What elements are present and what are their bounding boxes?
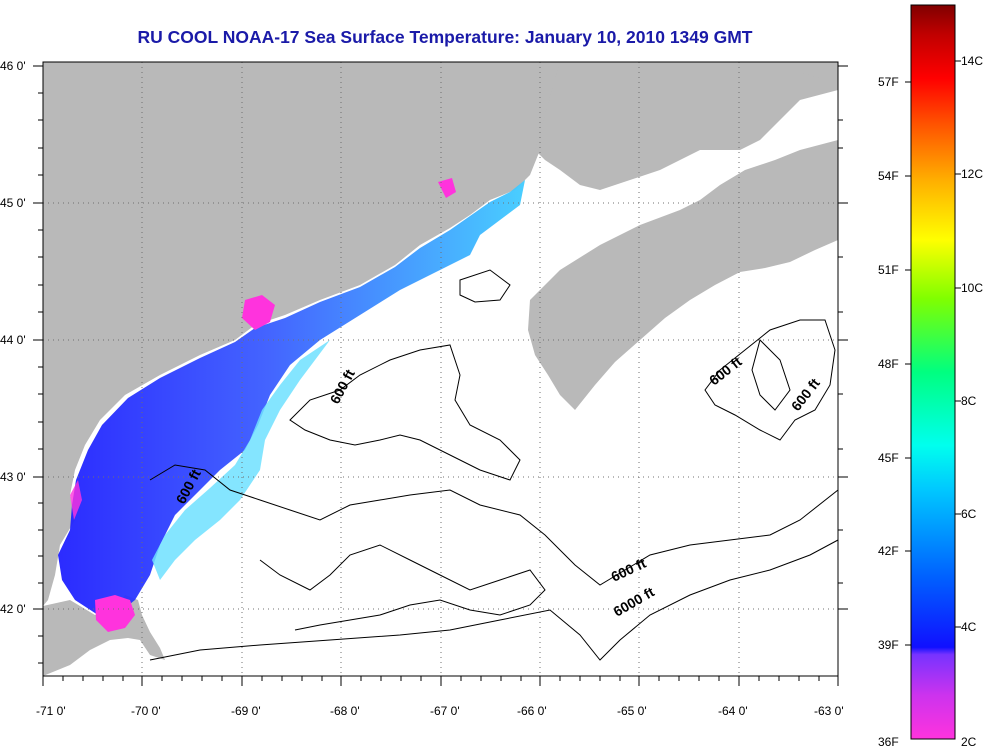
cb-label-48f: 48F [878,357,899,371]
cb-label-14c: 14C [961,54,983,68]
cb-label-54f: 54F [878,169,899,183]
contour-600ft-georges [459,269,511,303]
lon-label-71: -71 0' [36,704,66,718]
contour-6000ft [149,539,838,661]
nova-scotia-landmass [528,140,838,410]
cb-label-10c: 10C [961,281,983,295]
lon-label-65: -65 0' [617,704,647,718]
new-brunswick-landmass [535,62,838,190]
cb-label-51f: 51F [878,263,899,277]
cb-label-45f: 45F [878,451,899,465]
lon-label-70: -70 0' [131,704,161,718]
lon-label-69: -69 0' [231,704,261,718]
cb-label-8c: 8C [961,394,977,408]
lat-label-45: 45 0' [0,196,26,210]
sst-nearshore-band [58,180,525,615]
lat-label-46: 46 0' [0,59,26,73]
cb-label-4c: 4C [961,620,977,634]
colorbar [911,5,955,739]
cb-label-36f: 36F [878,735,899,749]
lon-label-66: -66 0' [517,704,547,718]
lat-label-44: 44 0' [0,333,26,347]
sst-offshore-plume [152,340,330,580]
cb-label-39f: 39F [878,638,899,652]
cb-label-12c: 12C [961,167,983,181]
map-title: RU COOL NOAA-17 Sea Surface Temperature:… [137,27,753,47]
bathymetry-contours [149,269,838,661]
axis-ticks [33,65,848,686]
sst-cold-midcoast [242,295,275,330]
cb-label-2c: 2C [961,735,977,749]
sst-cold-coastal-strip [70,480,82,520]
contour-600ft-basin [259,544,546,631]
lon-label-63: -63 0' [814,704,844,718]
lon-label-64: -64 0' [718,704,748,718]
contour-600ft-scotian-east [704,319,836,441]
contour-600ft-gulf [149,464,838,586]
cb-label-57f: 57F [878,75,899,89]
lat-label-43: 43 0' [0,470,26,484]
sst-cold-downeast [438,178,456,198]
lon-label-68: -68 0' [330,704,360,718]
cb-label-6c: 6C [961,507,977,521]
lon-label-67: -67 0' [430,704,460,718]
lat-label-42: 42 0' [0,602,26,616]
colorbar-ticks [905,60,961,646]
colorbar-frame [910,4,956,740]
contour-600ft-scotian-west [751,339,791,411]
pei-landmass [780,62,838,80]
contour-600ft-inner [289,344,521,481]
sst-cold-cape-cod [95,595,135,632]
new-england-landmass [43,62,650,606]
cb-label-42f: 42F [878,544,899,558]
